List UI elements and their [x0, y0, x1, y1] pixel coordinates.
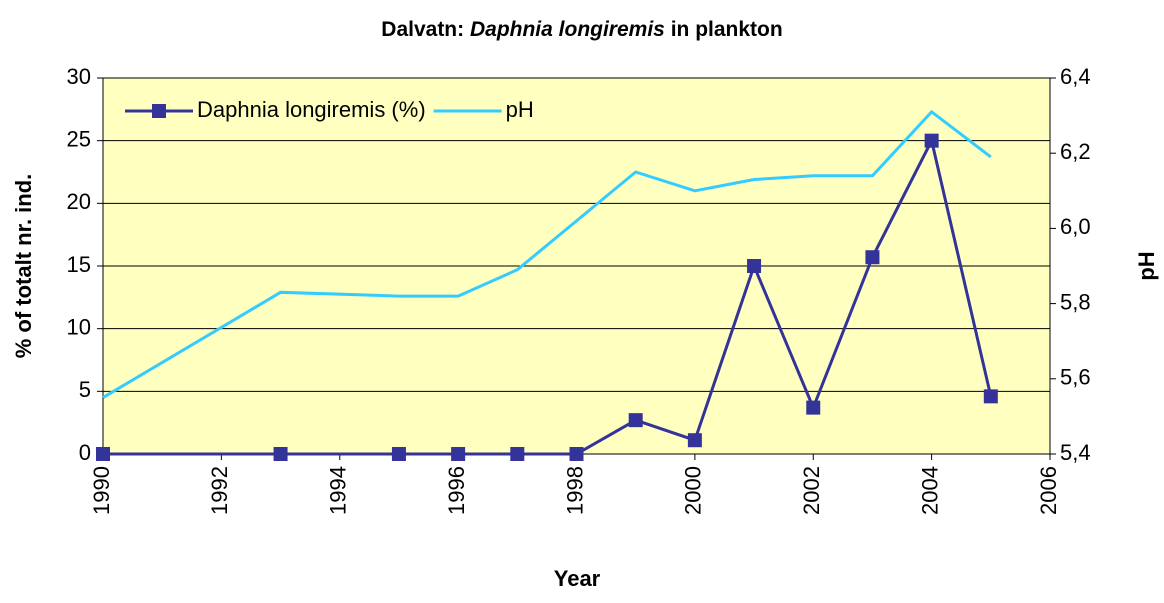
x-tick-label: 1994	[326, 466, 351, 515]
data-point	[96, 447, 110, 461]
data-point	[806, 400, 821, 415]
y2-tick-label: 6,4	[1060, 64, 1091, 89]
y-tick-label: 0	[79, 440, 91, 465]
x-tick-label: 1996	[444, 466, 469, 515]
y2-axis-label: pH	[1134, 251, 1159, 280]
x-axis-label: Year	[554, 566, 601, 591]
x-tick-label: 1998	[562, 466, 587, 515]
y-tick-label: 5	[79, 377, 91, 402]
x-tick-label: 2004	[917, 466, 942, 515]
x-tick-label: 2002	[799, 466, 824, 515]
legend-label: Daphnia longiremis (%)	[197, 97, 426, 122]
data-point	[924, 133, 939, 148]
legend-label: pH	[506, 97, 534, 122]
data-point	[747, 259, 762, 273]
y2-tick-label: 6,0	[1060, 214, 1091, 239]
y-tick-label: 15	[67, 252, 91, 277]
data-point	[628, 413, 643, 428]
title-part: Daphnia longiremis	[470, 18, 665, 41]
data-point	[687, 433, 702, 448]
title-part: Dalvatn:	[381, 18, 464, 41]
data-point	[569, 447, 584, 461]
legend-marker	[152, 104, 166, 118]
y2-tick-label: 5,8	[1060, 289, 1091, 314]
x-tick-label: 2006	[1036, 466, 1061, 515]
x-tick-label: 2000	[681, 466, 706, 515]
chart-title: Dalvatn: Daphnia longiremis in plankton	[381, 18, 782, 41]
y-tick-label: 20	[67, 189, 91, 214]
title-part: in plankton	[671, 18, 783, 41]
y2-tick-label: 6,2	[1060, 139, 1091, 164]
y-axis-label: % of totalt nr. ind.	[11, 174, 36, 359]
x-tick-label: 1992	[207, 466, 232, 515]
data-point	[983, 389, 998, 404]
y-tick-label: 10	[67, 314, 91, 339]
y-tick-label: 25	[67, 126, 91, 151]
data-point	[451, 447, 466, 461]
y2-tick-label: 5,6	[1060, 365, 1091, 390]
y-tick-label: 30	[67, 64, 91, 89]
series-line	[102, 109, 992, 399]
data-point	[865, 250, 880, 265]
y2-tick-label: 5,4	[1060, 440, 1091, 465]
x-tick-label: 1990	[89, 466, 114, 515]
data-point	[391, 447, 406, 461]
data-point	[273, 447, 288, 461]
data-point	[510, 447, 525, 461]
